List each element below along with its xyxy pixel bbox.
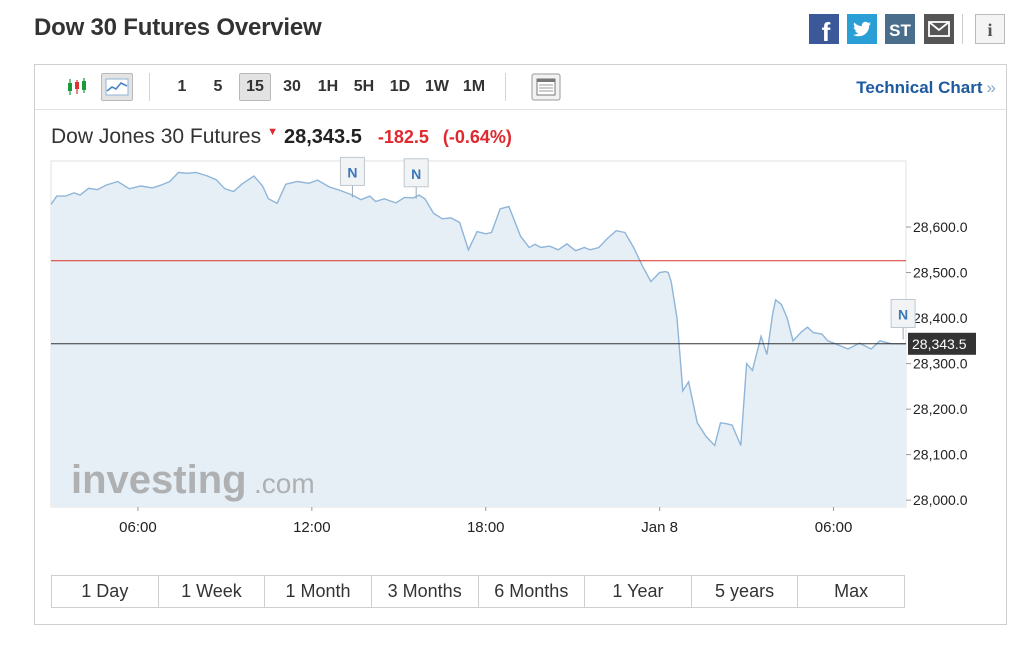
investing-watermark-suffix: .com bbox=[254, 468, 315, 499]
y-tick-label: 28,600.0 bbox=[913, 219, 968, 235]
y-tick-label: 28,500.0 bbox=[913, 265, 968, 281]
range-tab-5-years[interactable]: 5 years bbox=[690, 576, 798, 607]
range-tab-1-week[interactable]: 1 Week bbox=[157, 576, 265, 607]
svg-text:f: f bbox=[822, 17, 831, 44]
interval-label: 15 bbox=[246, 78, 264, 95]
range-tab-max[interactable]: Max bbox=[797, 576, 904, 607]
twitter-icon bbox=[847, 14, 877, 44]
stocktwits-share-button[interactable]: ST bbox=[884, 13, 916, 45]
range-tab-1-year[interactable]: 1 Year bbox=[584, 576, 691, 607]
x-tick-label: 06:00 bbox=[815, 519, 853, 536]
news-marker-label: N bbox=[898, 306, 908, 322]
y-tick-label: 28,000.0 bbox=[913, 492, 968, 508]
technical-chart-link[interactable]: Technical Chart» bbox=[856, 78, 996, 98]
svg-text:i: i bbox=[987, 20, 992, 40]
x-tick-label: Jan 8 bbox=[641, 519, 678, 536]
stocktwits-icon: ST bbox=[885, 14, 915, 44]
range-tabs: 1 Day 1 Week 1 Month 3 Months 6 Months 1 Year… bbox=[51, 575, 905, 608]
down-arrow-icon: ▼ bbox=[267, 126, 278, 138]
facebook-share-button[interactable]: f bbox=[808, 13, 840, 45]
line-chart-button[interactable] bbox=[101, 73, 133, 101]
x-tick-label: 12:00 bbox=[293, 519, 331, 536]
price-line bbox=[50, 171, 906, 447]
range-tab-1-month[interactable]: 1 Month bbox=[264, 576, 371, 607]
interval-label: 30 bbox=[283, 78, 301, 95]
range-tab-1-day[interactable]: 1 Day bbox=[81, 581, 129, 601]
table-view-button[interactable] bbox=[529, 73, 563, 101]
y-tick-label: 28,200.0 bbox=[913, 401, 968, 417]
range-tab-3-months[interactable]: 3 Months bbox=[370, 576, 478, 607]
twitter-share-button[interactable] bbox=[846, 13, 878, 45]
last-price: 28,343.5 bbox=[284, 126, 362, 148]
toolbar-divider bbox=[149, 73, 150, 101]
news-marker-label: N bbox=[347, 164, 357, 180]
y-tick-label: 28,400.0 bbox=[913, 310, 968, 326]
interval-5-button[interactable]: 5 bbox=[205, 73, 231, 101]
chart-widget: 1 5 15 30 1H 5H 1D 1W 1M Technical Chart… bbox=[34, 64, 1007, 625]
interval-label: 1M bbox=[462, 78, 486, 95]
y-tick-label: 28,300.0 bbox=[913, 356, 968, 372]
investing-watermark-logo: investing bbox=[71, 458, 247, 502]
technical-chart-label: Technical Chart bbox=[856, 78, 983, 97]
interval-label: 1 bbox=[177, 78, 187, 95]
news-marker[interactable] bbox=[890, 298, 916, 328]
chevron-right-icon: » bbox=[986, 78, 996, 97]
table-view-icon bbox=[531, 73, 561, 101]
interval-1-button[interactable]: 1 bbox=[169, 73, 195, 101]
range-tab-6-months[interactable]: 6 Months bbox=[477, 576, 585, 607]
price-chart[interactable]: investing .com 28,000.0 28,100.0 28,200.0 28,… bbox=[35, 65, 1006, 570]
interval-label: 1W bbox=[425, 78, 449, 95]
price-area-fill bbox=[51, 172, 906, 507]
x-tick-label: 18:00 bbox=[467, 519, 505, 536]
info-button[interactable]: i bbox=[974, 13, 1006, 45]
news-marker-label: N bbox=[411, 166, 421, 182]
interval-label: 5 bbox=[213, 78, 223, 95]
line-chart-icon bbox=[105, 78, 129, 96]
candlestick-icon bbox=[68, 78, 86, 95]
interval-label: 1D bbox=[389, 78, 411, 95]
email-icon bbox=[924, 14, 954, 44]
current-price-label: 28,343.5 bbox=[912, 336, 967, 352]
interval-30-button[interactable]: 30 bbox=[277, 73, 307, 101]
interval-15-button[interactable]: 15 bbox=[239, 73, 271, 101]
instrument-name: Dow Jones 30 Futures bbox=[51, 125, 262, 148]
current-price-label-box bbox=[908, 332, 976, 355]
price-change-percent: (-0.64%) bbox=[442, 127, 512, 147]
interval-1d-button[interactable]: 1D bbox=[385, 73, 415, 101]
candlestick-chart-button[interactable] bbox=[63, 73, 93, 101]
chart-toolbar: 1 5 15 30 1H 5H 1D 1W 1M Technical Chart… bbox=[35, 65, 1006, 110]
news-marker[interactable] bbox=[339, 156, 365, 186]
facebook-icon: f bbox=[809, 14, 839, 44]
toolbar-divider bbox=[505, 73, 506, 101]
interval-1w-button[interactable]: 1W bbox=[421, 73, 453, 101]
interval-1h-button[interactable]: 1H bbox=[313, 73, 343, 101]
email-share-button[interactable] bbox=[922, 13, 956, 45]
x-tick-label: 06:00 bbox=[119, 519, 157, 536]
svg-text:ST: ST bbox=[889, 21, 911, 40]
interval-label: 5H bbox=[353, 78, 375, 95]
interval-label: 1H bbox=[317, 78, 339, 95]
price-change: -182.5 bbox=[377, 127, 429, 147]
info-icon: i bbox=[975, 14, 1005, 44]
quote-header: Dow Jones 30 Futures ▼ 28,343.5 -182.5 (… bbox=[51, 125, 512, 149]
interval-1m-button[interactable]: 1M bbox=[459, 73, 489, 101]
page-title: Dow 30 Futures Overview bbox=[34, 14, 322, 41]
news-marker[interactable] bbox=[403, 158, 429, 188]
interval-5h-button[interactable]: 5H bbox=[349, 73, 379, 101]
share-divider bbox=[962, 14, 963, 44]
y-tick-label: 28,100.0 bbox=[913, 447, 968, 463]
